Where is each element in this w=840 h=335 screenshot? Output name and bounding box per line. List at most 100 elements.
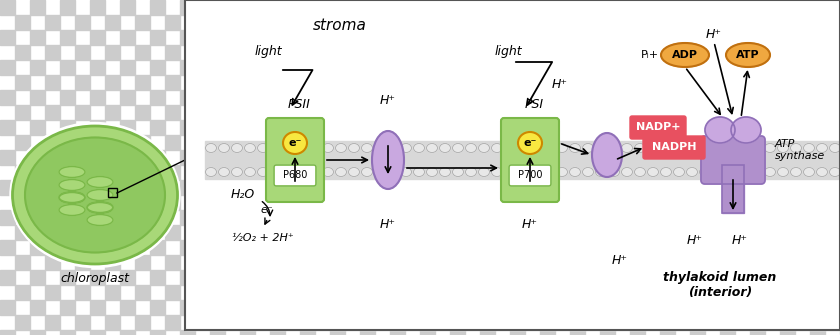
Bar	[630, 270, 645, 285]
Bar	[270, 60, 285, 75]
Ellipse shape	[517, 143, 528, 152]
Bar	[495, 45, 510, 60]
Bar	[360, 60, 375, 75]
Bar	[150, 150, 165, 165]
Bar	[510, 120, 525, 135]
Bar	[795, 255, 810, 270]
Bar	[135, 165, 150, 180]
Bar	[675, 255, 690, 270]
Text: H⁺: H⁺	[380, 218, 396, 231]
Bar	[435, 285, 450, 300]
Bar	[645, 15, 660, 30]
Bar	[360, 330, 375, 335]
Bar	[510, 60, 525, 75]
Bar	[585, 105, 600, 120]
Bar	[195, 225, 210, 240]
Bar	[135, 15, 150, 30]
Bar	[450, 150, 465, 165]
Bar	[495, 75, 510, 90]
FancyBboxPatch shape	[274, 165, 316, 186]
Bar	[345, 15, 360, 30]
Bar	[240, 210, 255, 225]
Text: NADP+: NADP+	[636, 123, 680, 133]
Bar	[0, 30, 15, 45]
Bar	[555, 225, 570, 240]
Bar	[810, 180, 825, 195]
Bar	[270, 300, 285, 315]
Ellipse shape	[830, 143, 840, 152]
Bar	[450, 180, 465, 195]
Bar	[195, 45, 210, 60]
Bar	[585, 195, 600, 210]
Bar	[660, 300, 675, 315]
Bar	[480, 330, 495, 335]
Bar	[705, 285, 720, 300]
Ellipse shape	[59, 193, 85, 203]
Bar	[690, 60, 705, 75]
Bar	[180, 0, 195, 15]
Bar	[165, 105, 180, 120]
Text: light: light	[494, 46, 522, 59]
Bar	[105, 195, 120, 210]
Bar	[345, 165, 360, 180]
Ellipse shape	[738, 143, 749, 152]
Text: ½O₂ + 2H⁺: ½O₂ + 2H⁺	[232, 233, 294, 243]
Bar	[720, 60, 735, 75]
Bar	[240, 150, 255, 165]
Ellipse shape	[413, 168, 424, 177]
Bar	[285, 135, 300, 150]
Ellipse shape	[309, 143, 321, 152]
Bar	[495, 15, 510, 30]
Bar	[645, 75, 660, 90]
Bar	[570, 240, 585, 255]
Bar	[450, 330, 465, 335]
Bar	[75, 225, 90, 240]
Bar	[285, 285, 300, 300]
Ellipse shape	[361, 143, 372, 152]
Bar	[405, 45, 420, 60]
Bar	[570, 330, 585, 335]
Bar	[360, 30, 375, 45]
Bar	[285, 15, 300, 30]
Bar	[120, 0, 135, 15]
Bar	[120, 30, 135, 45]
Bar	[105, 315, 120, 330]
Bar	[195, 135, 210, 150]
Bar	[300, 60, 315, 75]
Bar	[360, 210, 375, 225]
Bar	[660, 330, 675, 335]
Bar	[722, 165, 744, 213]
Ellipse shape	[596, 143, 606, 152]
Bar	[780, 300, 795, 315]
Text: NADPH: NADPH	[652, 142, 696, 152]
Bar	[825, 225, 840, 240]
Bar	[150, 210, 165, 225]
Bar	[15, 225, 30, 240]
Bar	[420, 300, 435, 315]
Bar	[165, 225, 180, 240]
Bar	[105, 255, 120, 270]
Bar	[525, 135, 540, 150]
Bar	[585, 165, 600, 180]
Bar	[435, 195, 450, 210]
Bar	[675, 165, 690, 180]
Ellipse shape	[582, 143, 594, 152]
Ellipse shape	[592, 133, 622, 177]
Bar	[465, 45, 480, 60]
Bar	[630, 240, 645, 255]
Bar	[570, 120, 585, 135]
Bar	[345, 135, 360, 150]
Bar	[780, 60, 795, 75]
Bar	[210, 210, 225, 225]
FancyBboxPatch shape	[701, 136, 765, 184]
Bar	[105, 135, 120, 150]
Bar	[210, 60, 225, 75]
Ellipse shape	[479, 168, 490, 177]
Ellipse shape	[505, 143, 516, 152]
Ellipse shape	[674, 168, 685, 177]
Bar	[585, 255, 600, 270]
Ellipse shape	[700, 168, 711, 177]
Bar	[750, 300, 765, 315]
Bar	[735, 255, 750, 270]
Ellipse shape	[465, 168, 476, 177]
